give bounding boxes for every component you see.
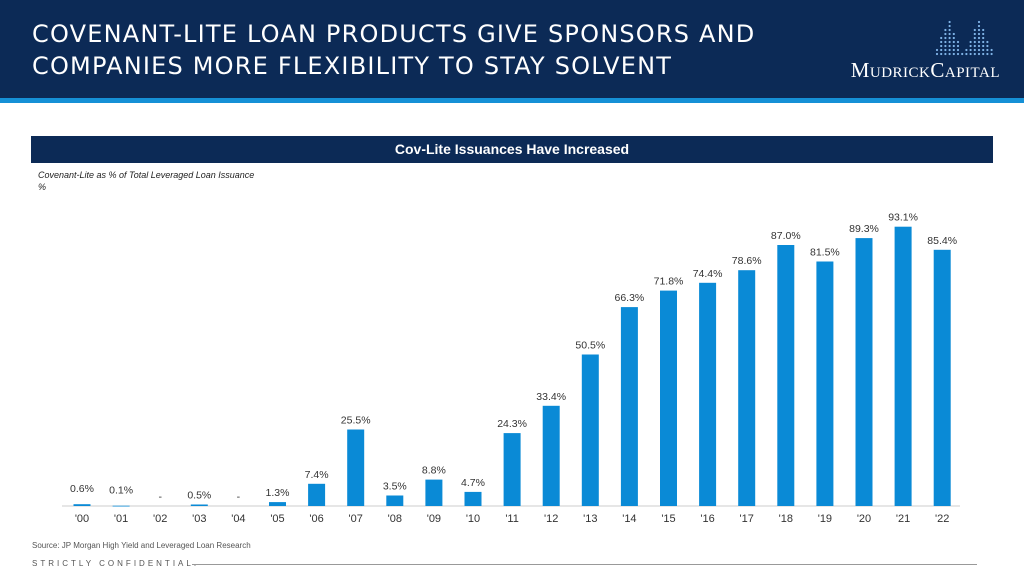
x-tick-label-4: '04	[231, 513, 245, 525]
bar-7	[347, 429, 365, 506]
x-tick-label-22: '22	[935, 513, 949, 525]
value-label-2: -	[158, 491, 162, 503]
value-label-10: 4.7%	[461, 477, 485, 489]
source-note: Source: JP Morgan High Yield and Leverag…	[32, 541, 251, 550]
bar-3	[190, 504, 208, 506]
value-label-15: 71.8%	[654, 276, 684, 288]
value-label-17: 78.6%	[732, 255, 762, 267]
value-label-4: -	[237, 491, 241, 503]
value-label-8: 3.5%	[383, 481, 407, 493]
x-tick-label-14: '14	[622, 513, 636, 525]
footer-divider	[192, 564, 977, 565]
value-label-19: 81.5%	[810, 247, 840, 259]
x-tick-label-9: '09	[427, 513, 441, 525]
value-label-20: 89.3%	[849, 223, 879, 235]
x-tick-label-12: '12	[544, 513, 558, 525]
bar-chart: 0.6% '00 0.1% '01 - '02 0.5% '03 - '04 1.3% '05 7.4%…	[62, 212, 960, 525]
value-label-16: 74.4%	[693, 268, 723, 280]
x-tick-label-1: '01	[114, 513, 128, 525]
bar-19	[816, 261, 834, 506]
value-label-22: 85.4%	[927, 235, 957, 247]
x-tick-label-16: '16	[700, 513, 714, 525]
x-tick-label-10: '10	[466, 513, 480, 525]
x-tick-label-6: '06	[309, 513, 323, 525]
x-tick-label-21: '21	[896, 513, 910, 525]
value-label-11: 24.3%	[497, 418, 527, 430]
mountain-grid-icon	[935, 20, 993, 56]
bar-15	[660, 290, 677, 506]
confidential-label: STRICTLY CONFIDENTIAL.	[32, 559, 200, 568]
value-label-12: 33.4%	[536, 391, 566, 403]
header-accent-stripe	[0, 98, 1024, 103]
x-tick-label-19: '19	[818, 513, 832, 525]
bar-18	[777, 245, 795, 506]
bar-21	[894, 226, 912, 506]
value-label-9: 8.8%	[422, 465, 446, 477]
x-tick-label-8: '08	[388, 513, 402, 525]
header-bar	[0, 0, 1024, 98]
bar-9	[425, 479, 443, 506]
value-label-14: 66.3%	[615, 292, 645, 304]
bar-12	[542, 405, 560, 506]
bar-1	[112, 505, 130, 507]
x-tick-label-0: '00	[75, 513, 89, 525]
value-label-18: 87.0%	[771, 230, 801, 242]
value-label-0: 0.6%	[70, 483, 94, 495]
bar-5	[269, 502, 286, 506]
x-tick-label-2: '02	[153, 513, 167, 525]
x-tick-label-13: '13	[583, 513, 597, 525]
value-label-13: 50.5%	[575, 340, 605, 352]
chart-subtitle: Covenant-Lite as % of Total Leveraged Lo…	[38, 170, 255, 180]
value-label-21: 93.1%	[888, 212, 918, 224]
x-tick-label-3: '03	[192, 513, 206, 525]
bar-17	[738, 270, 756, 506]
value-label-7: 25.5%	[341, 415, 371, 427]
x-tick-label-5: '05	[270, 513, 284, 525]
x-tick-label-15: '15	[661, 513, 675, 525]
bar-22	[933, 249, 951, 507]
x-tick-label-20: '20	[857, 513, 871, 525]
bar-11	[503, 433, 521, 506]
bar-8	[386, 495, 404, 506]
bar-6	[308, 483, 326, 506]
value-label-5: 1.3%	[266, 487, 290, 499]
value-label-3: 0.5%	[187, 490, 211, 502]
bar-16	[699, 282, 717, 506]
x-tick-label-7: '07	[349, 513, 363, 525]
value-label-1: 0.1%	[109, 485, 133, 497]
x-tick-label-11: '11	[505, 513, 519, 525]
bar-14	[620, 307, 638, 506]
bar-20	[855, 238, 873, 506]
unit-label: %	[38, 182, 47, 192]
bar-0	[73, 504, 91, 506]
value-label-6: 7.4%	[305, 469, 329, 481]
page-title: COVENANT-LITE LOAN PRODUCTS GIVE SPONSOR…	[32, 20, 756, 80]
x-tick-label-17: '17	[740, 513, 754, 525]
bar-10	[464, 491, 482, 506]
chart-subtitle-block: Covenant-Lite as % of Total Leveraged Lo…	[38, 169, 254, 193]
chart-title: Cov-Lite Issuances Have Increased	[31, 136, 993, 163]
company-logo-text: MudrickCapital	[790, 58, 1000, 83]
logo-wordmark: MudrickCapital	[850, 58, 1000, 82]
bar-13	[581, 354, 599, 506]
x-tick-label-18: '18	[779, 513, 793, 525]
